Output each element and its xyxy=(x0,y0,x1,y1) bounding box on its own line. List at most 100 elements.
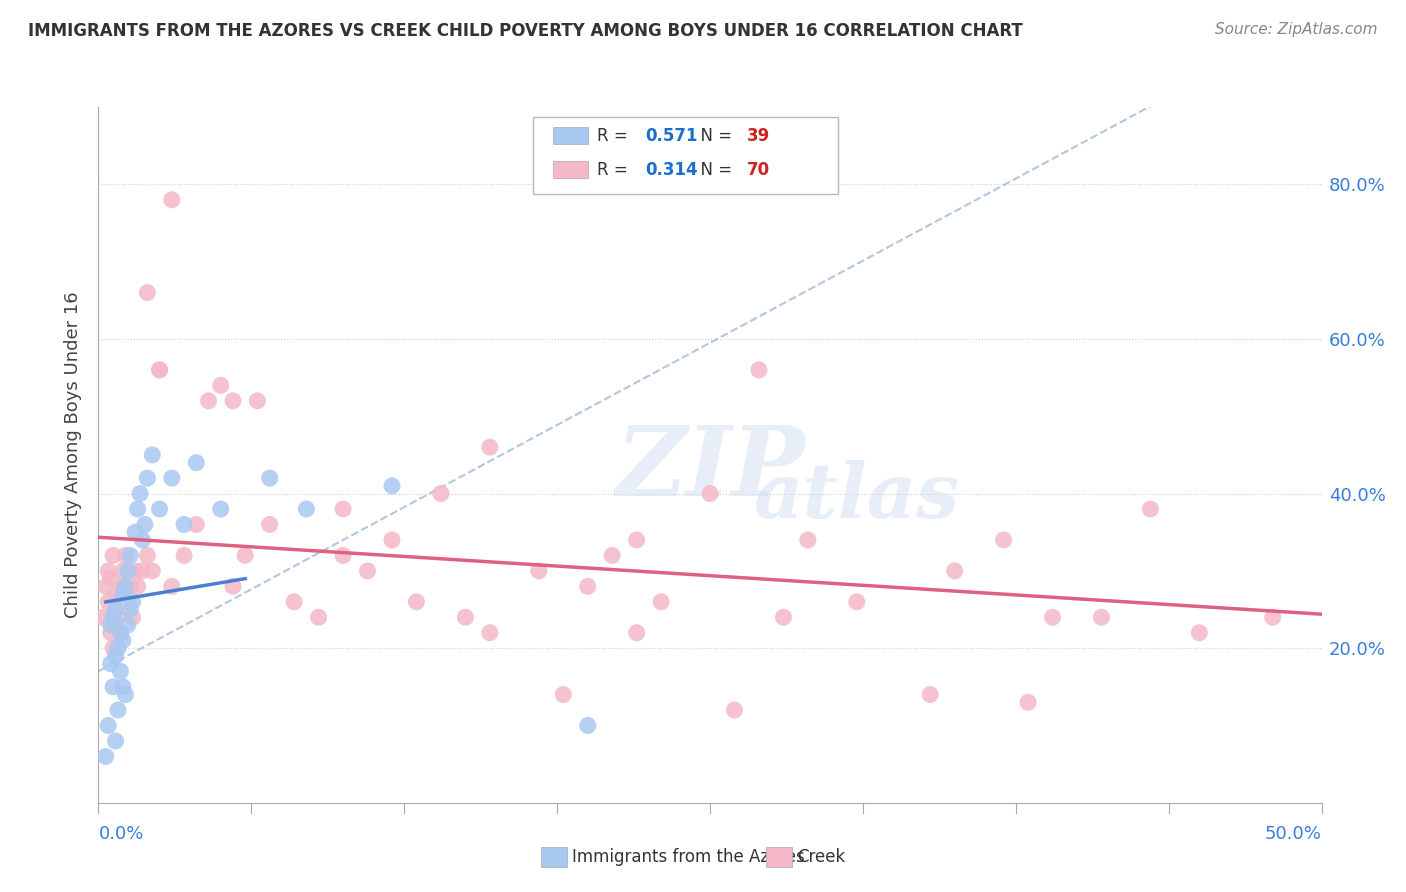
Text: 0.0%: 0.0% xyxy=(98,825,143,843)
Text: N =: N = xyxy=(690,161,738,178)
Point xyxy=(772,610,794,624)
Point xyxy=(114,549,136,563)
Point xyxy=(107,641,129,656)
Point xyxy=(233,549,256,563)
Point xyxy=(131,564,153,578)
Point xyxy=(104,587,127,601)
Point xyxy=(527,564,550,578)
Point xyxy=(1017,695,1039,709)
Point xyxy=(117,595,139,609)
Point xyxy=(222,579,245,593)
Point xyxy=(920,688,942,702)
Point xyxy=(110,625,132,640)
Point xyxy=(160,579,183,593)
Point xyxy=(332,549,354,563)
Point xyxy=(1188,625,1211,640)
Point xyxy=(650,595,672,609)
Point xyxy=(124,564,146,578)
Point xyxy=(101,610,124,624)
Point xyxy=(149,502,172,516)
Point xyxy=(97,718,120,732)
Point xyxy=(576,579,599,593)
Point xyxy=(101,680,124,694)
Point xyxy=(111,587,134,601)
Point xyxy=(478,625,501,640)
Point xyxy=(149,363,172,377)
Point xyxy=(114,688,136,702)
Point xyxy=(173,549,195,563)
Point xyxy=(626,625,648,640)
Point xyxy=(111,680,134,694)
Text: R =: R = xyxy=(598,161,634,178)
Point xyxy=(136,471,159,485)
Text: ZIP: ZIP xyxy=(616,422,804,516)
Text: 0.314: 0.314 xyxy=(645,161,697,178)
Text: Creek: Creek xyxy=(797,848,845,866)
Point xyxy=(454,610,477,624)
Point xyxy=(101,549,124,563)
Point xyxy=(186,456,208,470)
Text: IMMIGRANTS FROM THE AZORES VS CREEK CHILD POVERTY AMONG BOYS UNDER 16 CORRELATIO: IMMIGRANTS FROM THE AZORES VS CREEK CHIL… xyxy=(28,22,1024,40)
Point xyxy=(430,486,453,500)
Point xyxy=(141,564,163,578)
Point xyxy=(723,703,745,717)
Text: 0.571: 0.571 xyxy=(645,127,697,145)
Point xyxy=(120,549,142,563)
Point xyxy=(381,479,404,493)
Point xyxy=(259,517,281,532)
Point xyxy=(797,533,820,547)
Point xyxy=(127,502,149,516)
Point xyxy=(107,703,129,717)
Point xyxy=(141,448,163,462)
Text: atlas: atlas xyxy=(754,459,960,533)
Point xyxy=(845,595,868,609)
Point xyxy=(186,517,208,532)
Point xyxy=(576,718,599,732)
Text: 70: 70 xyxy=(747,161,770,178)
Point xyxy=(405,595,427,609)
Point xyxy=(114,579,136,593)
Point xyxy=(129,486,152,500)
Point xyxy=(104,648,127,663)
Y-axis label: Child Poverty Among Boys Under 16: Child Poverty Among Boys Under 16 xyxy=(65,292,83,618)
Point xyxy=(553,688,575,702)
Point xyxy=(100,618,122,632)
Point xyxy=(131,533,153,547)
Point xyxy=(104,734,127,748)
Point xyxy=(160,471,183,485)
Point xyxy=(104,602,127,616)
Point xyxy=(381,533,404,547)
Point xyxy=(110,665,132,679)
Point xyxy=(1139,502,1161,516)
Point xyxy=(1261,610,1284,624)
FancyBboxPatch shape xyxy=(533,118,838,194)
Point xyxy=(136,285,159,300)
Point xyxy=(127,579,149,593)
Point xyxy=(100,572,122,586)
Point xyxy=(209,378,232,392)
Point xyxy=(295,502,318,516)
Text: Immigrants from the Azores: Immigrants from the Azores xyxy=(572,848,806,866)
Point xyxy=(100,625,122,640)
FancyBboxPatch shape xyxy=(554,127,588,144)
Point xyxy=(107,610,129,624)
Point xyxy=(104,602,127,616)
Point xyxy=(111,633,134,648)
Point xyxy=(97,595,120,609)
Point xyxy=(149,363,172,377)
Point xyxy=(121,610,143,624)
Point xyxy=(283,595,305,609)
Point xyxy=(478,440,501,454)
Point xyxy=(308,610,330,624)
Point xyxy=(222,393,245,408)
Point xyxy=(993,533,1015,547)
Point xyxy=(121,595,143,609)
Text: R =: R = xyxy=(598,127,634,145)
Text: 50.0%: 50.0% xyxy=(1265,825,1322,843)
Point xyxy=(136,549,159,563)
Point xyxy=(124,525,146,540)
Point xyxy=(110,625,132,640)
Point xyxy=(117,564,139,578)
Point xyxy=(209,502,232,516)
Point xyxy=(1042,610,1064,624)
